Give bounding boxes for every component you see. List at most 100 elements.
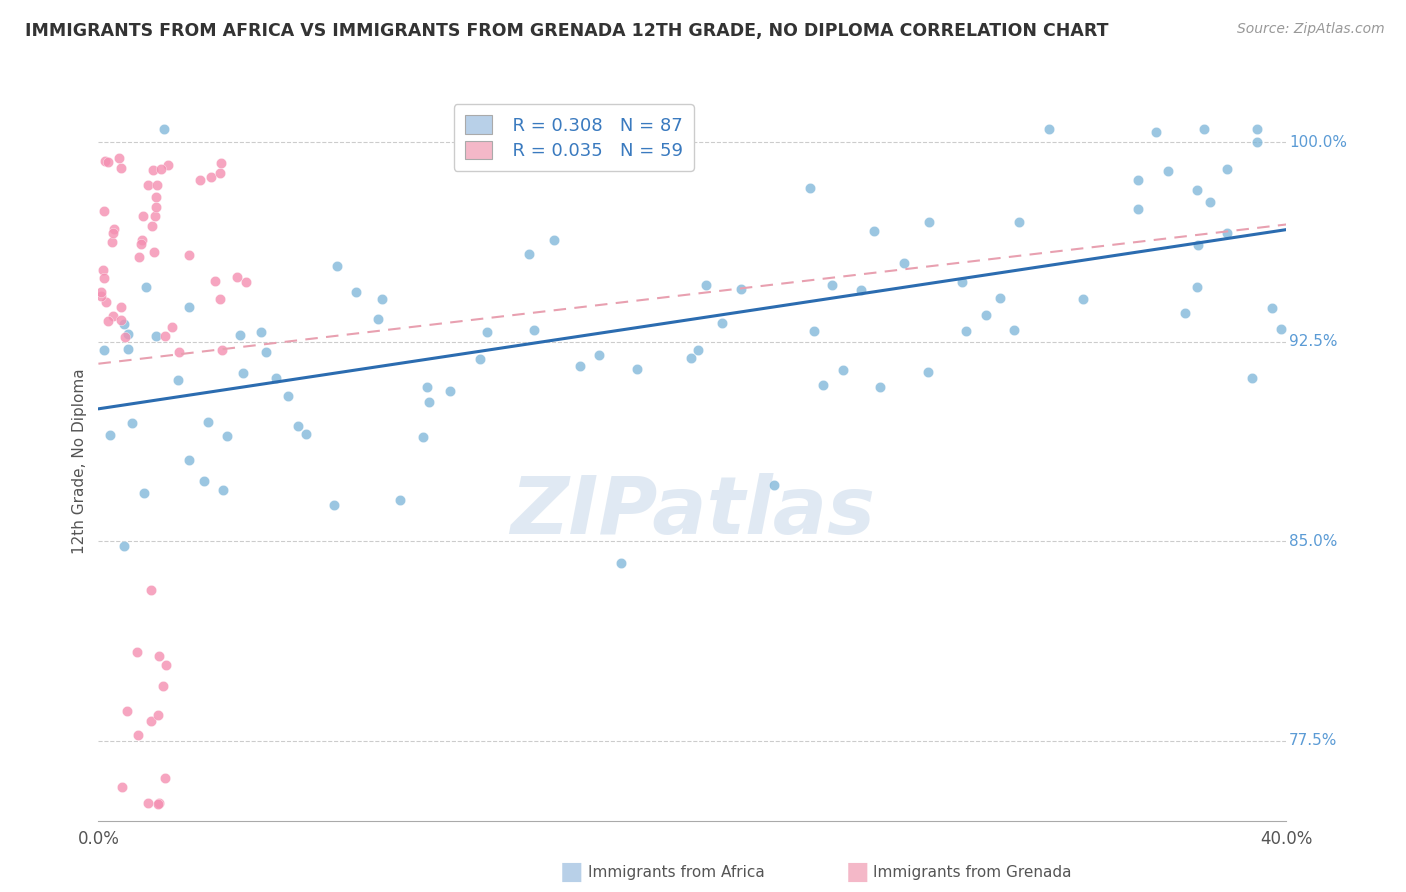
Point bbox=[148, 797, 170, 812]
Point bbox=[141, 219, 163, 234]
Point bbox=[150, 161, 173, 176]
Point bbox=[93, 204, 115, 219]
Point bbox=[111, 780, 134, 794]
Point bbox=[90, 285, 112, 299]
Point bbox=[141, 714, 163, 728]
Point bbox=[679, 351, 702, 365]
Point bbox=[295, 426, 318, 441]
Point bbox=[127, 728, 149, 742]
Point bbox=[232, 366, 254, 380]
Point bbox=[117, 327, 139, 342]
Point bbox=[974, 309, 997, 323]
Point bbox=[136, 796, 159, 810]
Point bbox=[849, 283, 872, 297]
Point bbox=[179, 248, 201, 262]
Point bbox=[950, 275, 973, 289]
Point bbox=[128, 250, 150, 264]
Point bbox=[94, 154, 117, 169]
Point bbox=[1270, 322, 1292, 336]
Point bbox=[1174, 305, 1197, 319]
Point bbox=[132, 485, 155, 500]
Point bbox=[129, 237, 152, 252]
Point bbox=[208, 166, 231, 180]
Point bbox=[326, 260, 349, 274]
Point bbox=[1199, 194, 1222, 209]
Point bbox=[115, 704, 138, 718]
Point bbox=[1002, 323, 1025, 337]
Point bbox=[146, 708, 169, 723]
Point bbox=[235, 275, 257, 289]
Point bbox=[141, 582, 163, 597]
Point bbox=[209, 156, 232, 170]
Point bbox=[110, 161, 132, 175]
Text: IMMIGRANTS FROM AFRICA VS IMMIGRANTS FROM GRENADA 12TH GRADE, NO DIPLOMA CORRELA: IMMIGRANTS FROM AFRICA VS IMMIGRANTS FRO… bbox=[25, 22, 1109, 40]
Point bbox=[143, 244, 166, 259]
Point bbox=[869, 380, 891, 394]
Point bbox=[155, 658, 177, 673]
Point bbox=[225, 269, 247, 284]
Point bbox=[287, 419, 309, 434]
Point bbox=[153, 329, 176, 343]
Point bbox=[131, 233, 153, 247]
Point bbox=[114, 329, 136, 343]
Point bbox=[468, 351, 491, 366]
Point bbox=[103, 310, 125, 324]
Point bbox=[1246, 136, 1268, 150]
Point bbox=[917, 366, 939, 380]
Point bbox=[153, 771, 176, 785]
Point bbox=[277, 389, 299, 403]
Point bbox=[103, 222, 125, 236]
Point bbox=[322, 498, 344, 512]
Point bbox=[110, 313, 132, 327]
Point bbox=[127, 645, 149, 659]
Point bbox=[145, 201, 167, 215]
Point bbox=[132, 209, 155, 223]
Point bbox=[344, 285, 367, 299]
Y-axis label: 12th Grade, No Diploma: 12th Grade, No Diploma bbox=[72, 368, 87, 555]
Point bbox=[1126, 173, 1149, 187]
Point bbox=[148, 796, 170, 810]
Point bbox=[188, 173, 211, 187]
Legend:   R = 0.308   N = 87,   R = 0.035   N = 59: R = 0.308 N = 87, R = 0.035 N = 59 bbox=[454, 104, 693, 171]
Point bbox=[1071, 292, 1094, 306]
Point bbox=[97, 155, 120, 169]
Point bbox=[136, 178, 159, 192]
Point bbox=[143, 210, 166, 224]
Point bbox=[197, 415, 219, 429]
Point bbox=[610, 557, 633, 571]
Point bbox=[1156, 164, 1178, 178]
Point bbox=[160, 320, 183, 334]
Point bbox=[918, 215, 941, 229]
Point bbox=[211, 483, 233, 497]
Point bbox=[1126, 202, 1149, 216]
Point bbox=[543, 233, 565, 247]
Point bbox=[763, 478, 786, 492]
Text: ZIPatlas: ZIPatlas bbox=[510, 473, 875, 551]
Point bbox=[1038, 122, 1060, 136]
Point bbox=[418, 395, 440, 409]
Point bbox=[90, 289, 112, 303]
Point bbox=[1216, 162, 1239, 177]
Point bbox=[821, 278, 844, 293]
Point bbox=[688, 343, 710, 357]
Point bbox=[832, 363, 855, 377]
Point bbox=[177, 453, 200, 467]
Point bbox=[803, 324, 825, 338]
Point bbox=[695, 278, 717, 293]
Point bbox=[200, 170, 222, 185]
Text: ■: ■ bbox=[560, 861, 583, 884]
Point bbox=[249, 325, 271, 339]
Point bbox=[145, 329, 167, 343]
Point bbox=[1144, 125, 1167, 139]
Point bbox=[988, 292, 1011, 306]
Point bbox=[475, 326, 498, 340]
Point bbox=[91, 262, 114, 277]
Point bbox=[569, 359, 592, 373]
Text: Source: ZipAtlas.com: Source: ZipAtlas.com bbox=[1237, 22, 1385, 37]
Point bbox=[204, 274, 226, 288]
Point bbox=[588, 348, 610, 362]
Point bbox=[110, 300, 132, 314]
Point bbox=[93, 343, 115, 357]
Point bbox=[97, 314, 120, 328]
Point bbox=[1187, 238, 1209, 252]
